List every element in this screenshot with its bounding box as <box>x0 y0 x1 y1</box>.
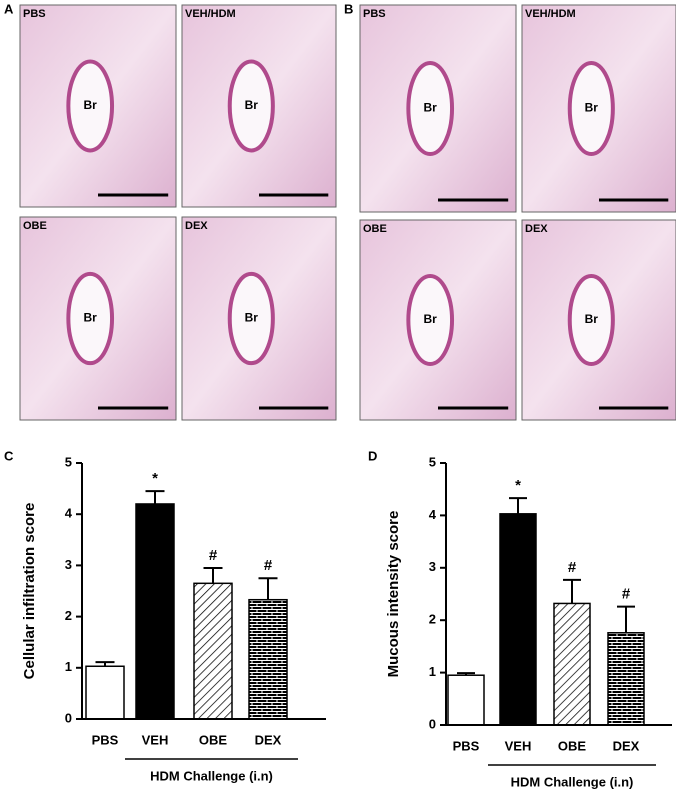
image-label: DEX <box>185 220 208 232</box>
x-tick-label: PBS <box>453 738 480 753</box>
airway-lumen <box>66 59 115 153</box>
region-label: Br <box>84 98 98 112</box>
y-tick-label: 0 <box>429 716 436 731</box>
y-tick-label: 4 <box>429 507 437 522</box>
y-axis-label: Cellular infiltration score <box>21 503 38 680</box>
y-tick-label: 4 <box>65 506 73 521</box>
image-label: PBS <box>23 8 46 20</box>
airway-lumen <box>567 60 615 157</box>
significance-marker: * <box>515 477 521 494</box>
bar <box>135 503 175 720</box>
bar <box>85 665 125 720</box>
region-label: Br <box>585 312 599 326</box>
y-tick-label: 3 <box>65 557 72 572</box>
x-tick-label: VEH <box>505 738 532 753</box>
x-tick-label: VEH <box>142 732 169 747</box>
image-label: VEH/HDM <box>525 8 576 20</box>
image-label: OBE <box>23 220 47 232</box>
airway-lumen <box>227 271 275 366</box>
group-label: HDM Challenge (i.n) <box>150 768 273 783</box>
panel-letter: A <box>4 1 14 16</box>
region-label: Br <box>245 98 259 112</box>
y-tick-label: 1 <box>429 664 436 679</box>
image-label: PBS <box>363 8 386 20</box>
significance-marker: # <box>264 557 273 574</box>
y-tick-label: 3 <box>429 559 436 574</box>
x-tick-label: OBE <box>558 738 587 753</box>
panel-letter: D <box>368 448 377 463</box>
y-tick-label: 5 <box>429 454 436 469</box>
region-label: Br <box>424 312 438 326</box>
bar <box>499 513 537 726</box>
region-label: Br <box>245 311 259 325</box>
x-tick-label: DEX <box>255 732 282 747</box>
panel-letter: B <box>344 1 353 16</box>
region-label: Br <box>84 311 98 325</box>
x-tick-label: DEX <box>613 738 640 753</box>
region-label: Br <box>585 101 599 115</box>
y-axis-label: Mucous intensity score <box>385 511 402 678</box>
bar <box>248 598 288 720</box>
airway-lumen <box>406 274 455 366</box>
significance-marker: # <box>568 559 577 576</box>
panel-letter: C <box>4 448 14 463</box>
airway-lumen <box>66 271 115 366</box>
image-label: VEH/HDM <box>185 8 236 20</box>
image-label: DEX <box>525 223 548 235</box>
bar <box>193 582 233 720</box>
y-tick-label: 2 <box>65 608 72 623</box>
bar <box>607 632 645 726</box>
significance-marker: * <box>152 470 158 487</box>
x-tick-label: OBE <box>199 732 228 747</box>
airway-lumen <box>227 59 275 153</box>
group-label: HDM Challenge (i.n) <box>511 774 634 789</box>
airway-lumen <box>567 274 615 366</box>
image-label: OBE <box>363 223 387 235</box>
significance-marker: # <box>622 586 631 603</box>
y-tick-label: 2 <box>429 612 436 627</box>
bar <box>447 674 485 726</box>
significance-marker: # <box>209 547 218 564</box>
airway-lumen <box>406 60 455 157</box>
y-tick-label: 1 <box>65 659 72 674</box>
y-tick-label: 5 <box>65 454 72 469</box>
region-label: Br <box>424 101 438 115</box>
y-tick-label: 0 <box>65 710 72 725</box>
bar <box>553 602 591 726</box>
x-tick-label: PBS <box>92 732 119 747</box>
